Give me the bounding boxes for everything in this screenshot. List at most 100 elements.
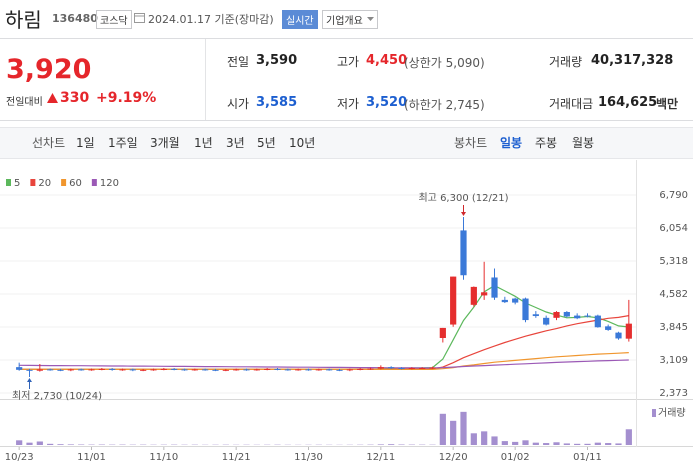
candle-body [67,369,74,371]
company-info-text: 기업개요 [326,16,363,27]
up-triangle [47,93,58,103]
y-tick-label: 4,582 [659,289,688,300]
legend-label: 5 [14,178,20,189]
period-button[interactable]: 1주일 [108,136,138,150]
y-tick-label: 3,109 [659,355,688,366]
candle-body [605,326,612,330]
legend-swatch [30,179,36,186]
candle-body [594,315,601,328]
candle-period-button[interactable]: 일봉 [500,136,523,150]
stat-note: (하한가 2,745) [404,98,485,112]
legend-swatch [61,179,67,186]
volume-bar [532,442,539,445]
candle-body [150,369,157,371]
toolbar [0,127,693,159]
stat-value: 40,317,328 [591,53,674,68]
candle-body [543,317,550,325]
ma-line [19,359,629,369]
candle-body [16,367,23,370]
stat-value: 3,585 [256,95,298,110]
line-chart-tab[interactable]: 선차트 [32,136,66,150]
volume-bar [605,443,612,445]
period-button[interactable]: 1일 [76,136,95,150]
period-button[interactable]: 1년 [194,136,213,150]
candle-body [408,368,415,370]
volume-bar [522,440,529,445]
candle-body [36,369,43,371]
candle-body [574,315,581,319]
candle-body [625,323,632,339]
candle-body [305,369,312,371]
stat-value: 3,520 [366,95,408,110]
high-arrowhead [461,211,466,216]
candle-body [202,369,209,371]
high-annotation: 최고 6,300 (12/21) [418,192,508,204]
stat-label: 고가 [337,55,360,69]
y-tick-label: 2,373 [659,388,688,399]
candle-body [119,369,126,371]
dropdown-arrow [366,17,374,21]
realtime-button[interactable]: 실시간 [282,10,318,29]
candle-body [377,367,384,369]
candle-body [233,369,240,371]
candle-body [450,276,457,325]
volume-bar [543,443,550,445]
candle-body [284,369,291,371]
volume-bar [26,442,33,445]
volume-bar [584,443,591,445]
candle-body [470,286,477,305]
change-amount: 330 [60,90,90,106]
candle-body [57,369,64,371]
y-tick-label: 3,845 [659,322,688,333]
period-button[interactable]: 5년 [257,136,276,150]
stat-label: 시가 [227,97,250,111]
x-tick-label: 11/21 [222,452,251,463]
stat-value: 3,590 [256,53,298,68]
y-tick-label: 5,318 [659,256,688,267]
volume-bar [501,441,508,445]
volume-bar [377,444,384,445]
change-label: 전일대비 [6,97,43,108]
candle-body [522,298,529,321]
y-tick-label: 6,790 [659,190,688,201]
candle-body [439,327,446,338]
stat-unit: 백만 [656,97,679,111]
divider [0,120,693,121]
candle-body [398,368,405,370]
candle-body [315,369,322,371]
change-percent: +9.19% [96,90,157,106]
period-button[interactable]: 3개월 [150,136,180,150]
candle-body [253,369,260,371]
y-tick-label: 6,054 [659,223,688,234]
volume-bar [470,433,477,445]
volume-bar [450,420,457,445]
period-button[interactable]: 10년 [289,136,316,150]
volume-bar [57,444,64,445]
stat-label: 저가 [337,97,360,111]
candle-body [47,369,54,371]
period-button[interactable]: 3년 [226,136,245,150]
volume-bar [460,411,467,445]
candle-body [26,369,33,371]
candle-chart-tab[interactable]: 봉차트 [454,136,488,150]
legend-swatch [6,179,11,186]
volume-bar [563,443,570,445]
candle-body [346,369,353,371]
stock-name: 하림 [5,8,42,32]
legend-label: 120 [100,178,119,189]
x-tick-label: 11/10 [149,452,178,463]
candle-body [160,368,167,370]
volume-bar [47,443,54,445]
candle-period-button[interactable]: 주봉 [535,136,558,150]
low-arrowhead [27,377,32,382]
candle-body [171,368,178,370]
company-info-button[interactable]: 기업개요 [322,10,378,29]
volume-bar [16,440,23,445]
candle-body [326,369,333,371]
stat-label: 거래대금 [549,97,594,111]
candle-body [563,311,570,317]
current-price: 3,920 [6,54,92,85]
candle-body [512,298,519,303]
candle-period-button[interactable]: 월봉 [572,136,595,150]
